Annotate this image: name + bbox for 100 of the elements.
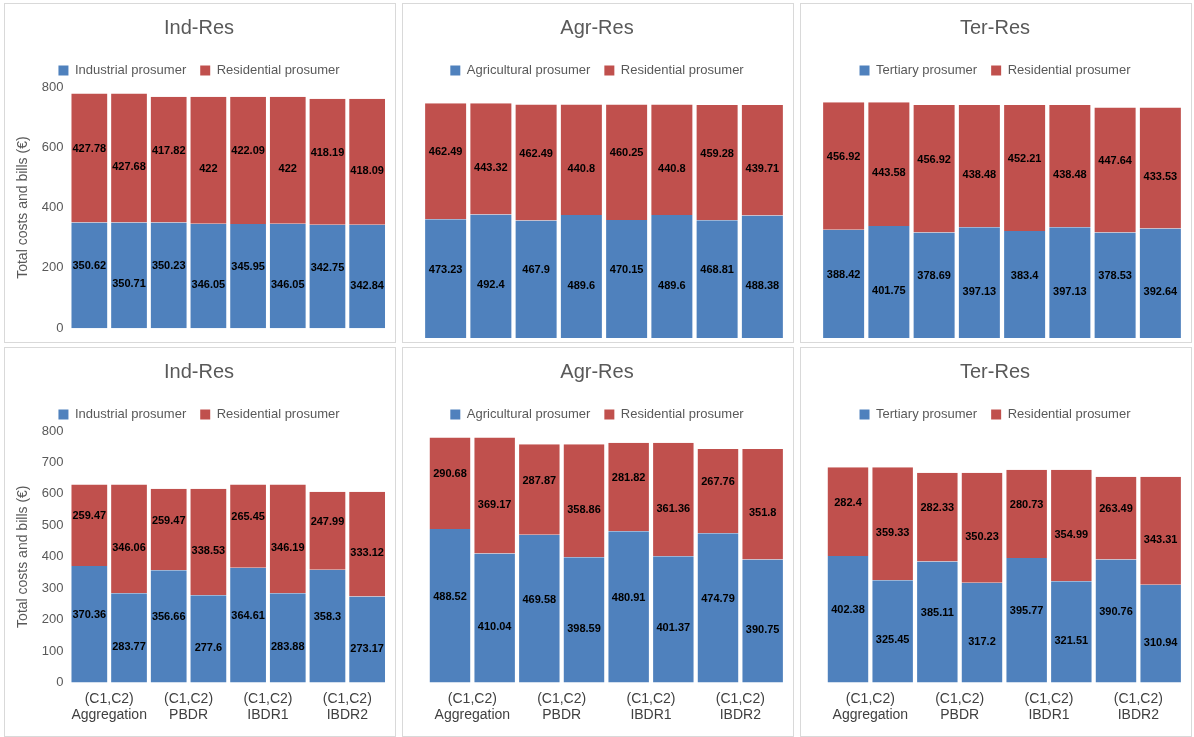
legend-label: Residential prosumer [216, 62, 341, 78]
data-label: 342.75 [310, 260, 345, 273]
data-label: 474.79 [701, 591, 735, 604]
data-label: 356.66 [151, 610, 186, 623]
data-label: 351.8 [748, 506, 777, 519]
data-label: 456.92 [826, 149, 861, 162]
data-label: 417.82 [151, 143, 186, 156]
x-tick-label: (C1,C2) Aggregation [71, 689, 147, 723]
data-label: 418.09 [350, 163, 384, 176]
chart-title: Agr-Res [560, 15, 634, 38]
data-label: 370.36 [72, 608, 107, 621]
data-label: 422.09 [231, 144, 265, 157]
y-tick-label: 400 [41, 548, 64, 564]
y-tick-label: 600 [41, 138, 64, 154]
data-label: 369.17 [477, 497, 512, 510]
y-tick-label: 0 [56, 319, 64, 335]
data-label: 361.36 [656, 501, 691, 514]
legend-label: Tertiary prosumer [876, 406, 978, 422]
y-tick-label: 300 [41, 579, 64, 595]
data-label: 350.23 [965, 529, 999, 542]
data-label: 354.99 [1054, 527, 1089, 540]
data-label: 247.99 [310, 514, 345, 527]
data-label: 383.4 [1010, 268, 1040, 281]
data-label: 342.84 [350, 278, 385, 291]
data-label: 280.73 [1009, 497, 1044, 510]
y-tick-label: 0 [56, 673, 64, 689]
y-axis-title: Total costs and bills (€) [14, 136, 31, 279]
data-label: 287.87 [522, 473, 557, 486]
x-tick-label: (C1,C2) PBDR [935, 689, 985, 723]
data-label: 325.45 [875, 633, 910, 646]
data-label: 439.71 [745, 162, 780, 175]
data-label: 443.32 [474, 160, 508, 173]
x-tick-label: (C1,C2) PBDR [164, 689, 214, 723]
y-tick-label: 400 [41, 199, 64, 215]
data-label: 480.91 [611, 590, 646, 603]
y-tick-label: 200 [41, 259, 64, 275]
data-label: 427.68 [112, 160, 146, 173]
data-label: 364.61 [231, 609, 265, 622]
data-label: 462.49 [428, 145, 463, 158]
data-label: 410.04 [477, 620, 513, 632]
data-label: 378.69 [917, 269, 951, 282]
data-label: 473.23 [428, 262, 463, 275]
data-label: 427.78 [72, 142, 107, 155]
data-label: 397.13 [1053, 284, 1087, 297]
x-tick-label: (C1,C2) Aggregation [434, 689, 511, 723]
x-tick-label: (C1,C2) IBDR2 [715, 689, 765, 723]
data-label: 488.52 [433, 589, 467, 602]
data-label: 447.64 [1098, 154, 1133, 167]
data-label: 338.53 [191, 544, 226, 556]
data-label: 440.8 [567, 161, 596, 174]
data-label: 468.81 [700, 263, 734, 276]
data-label: 263.49 [1099, 502, 1133, 515]
x-tick-label: (C1,C2) Aggregation [832, 689, 909, 723]
legend-label: Residential prosumer [216, 406, 341, 422]
data-label: 350.62 [72, 259, 107, 272]
x-tick-label: (C1,C2) PBDR [537, 689, 587, 723]
data-label: 343.31 [1143, 532, 1178, 545]
data-label: 489.6 [567, 278, 596, 291]
data-label: 418.19 [310, 145, 345, 158]
data-label: 267.76 [701, 475, 735, 488]
data-label: 321.51 [1054, 633, 1089, 646]
legend-label: Residential prosumer [1007, 406, 1132, 422]
chart-title: Ter-Res [959, 15, 1031, 38]
data-label: 358.3 [313, 610, 342, 623]
data-label: 467.9 [522, 263, 550, 276]
data-label: 378.53 [1098, 269, 1132, 282]
data-label: 259.47 [72, 509, 107, 522]
data-label: 317.2 [968, 634, 996, 647]
x-tick-label: (C1,C2) IBDR2 [322, 689, 372, 723]
data-label: 452.21 [1007, 152, 1042, 165]
chart-title: Agr-Res [560, 359, 634, 382]
x-tick-label: (C1,C2) IBDR1 [243, 689, 293, 723]
data-label: 350.23 [151, 259, 186, 272]
x-tick-label: (C1,C2) IBDR1 [626, 689, 676, 723]
y-tick-label: 800 [41, 422, 64, 438]
data-label: 401.75 [872, 284, 906, 297]
data-label: 359.33 [875, 525, 910, 538]
legend-label: Tertiary prosumer [876, 62, 978, 78]
data-label: 385.11 [920, 605, 954, 618]
chart-title: Ind-Res [163, 15, 235, 38]
data-label: 346.06 [112, 540, 146, 553]
y-axis-title: Total costs and bills (€) [14, 485, 31, 628]
data-label: 345.95 [231, 260, 265, 273]
y-tick-label: 700 [41, 454, 64, 469]
y-tick-label: 600 [41, 485, 64, 501]
data-label: 283.88 [270, 639, 305, 652]
data-label: 470.15 [609, 263, 644, 276]
data-label: 489.6 [658, 278, 686, 291]
data-label: 346.05 [191, 278, 226, 291]
data-label: 277.6 [194, 640, 223, 653]
data-label: 438.48 [1053, 168, 1087, 181]
data-label: 346.19 [270, 540, 305, 553]
data-label: 397.13 [962, 284, 997, 297]
data-label: 333.12 [350, 546, 384, 559]
data-label: 395.77 [1009, 604, 1044, 617]
data-label: 388.42 [826, 267, 861, 280]
data-label: 402.38 [831, 603, 865, 616]
data-label: 459.28 [700, 146, 734, 159]
data-label: 282.33 [920, 501, 955, 514]
legend-label: Industrial prosumer [74, 62, 187, 78]
